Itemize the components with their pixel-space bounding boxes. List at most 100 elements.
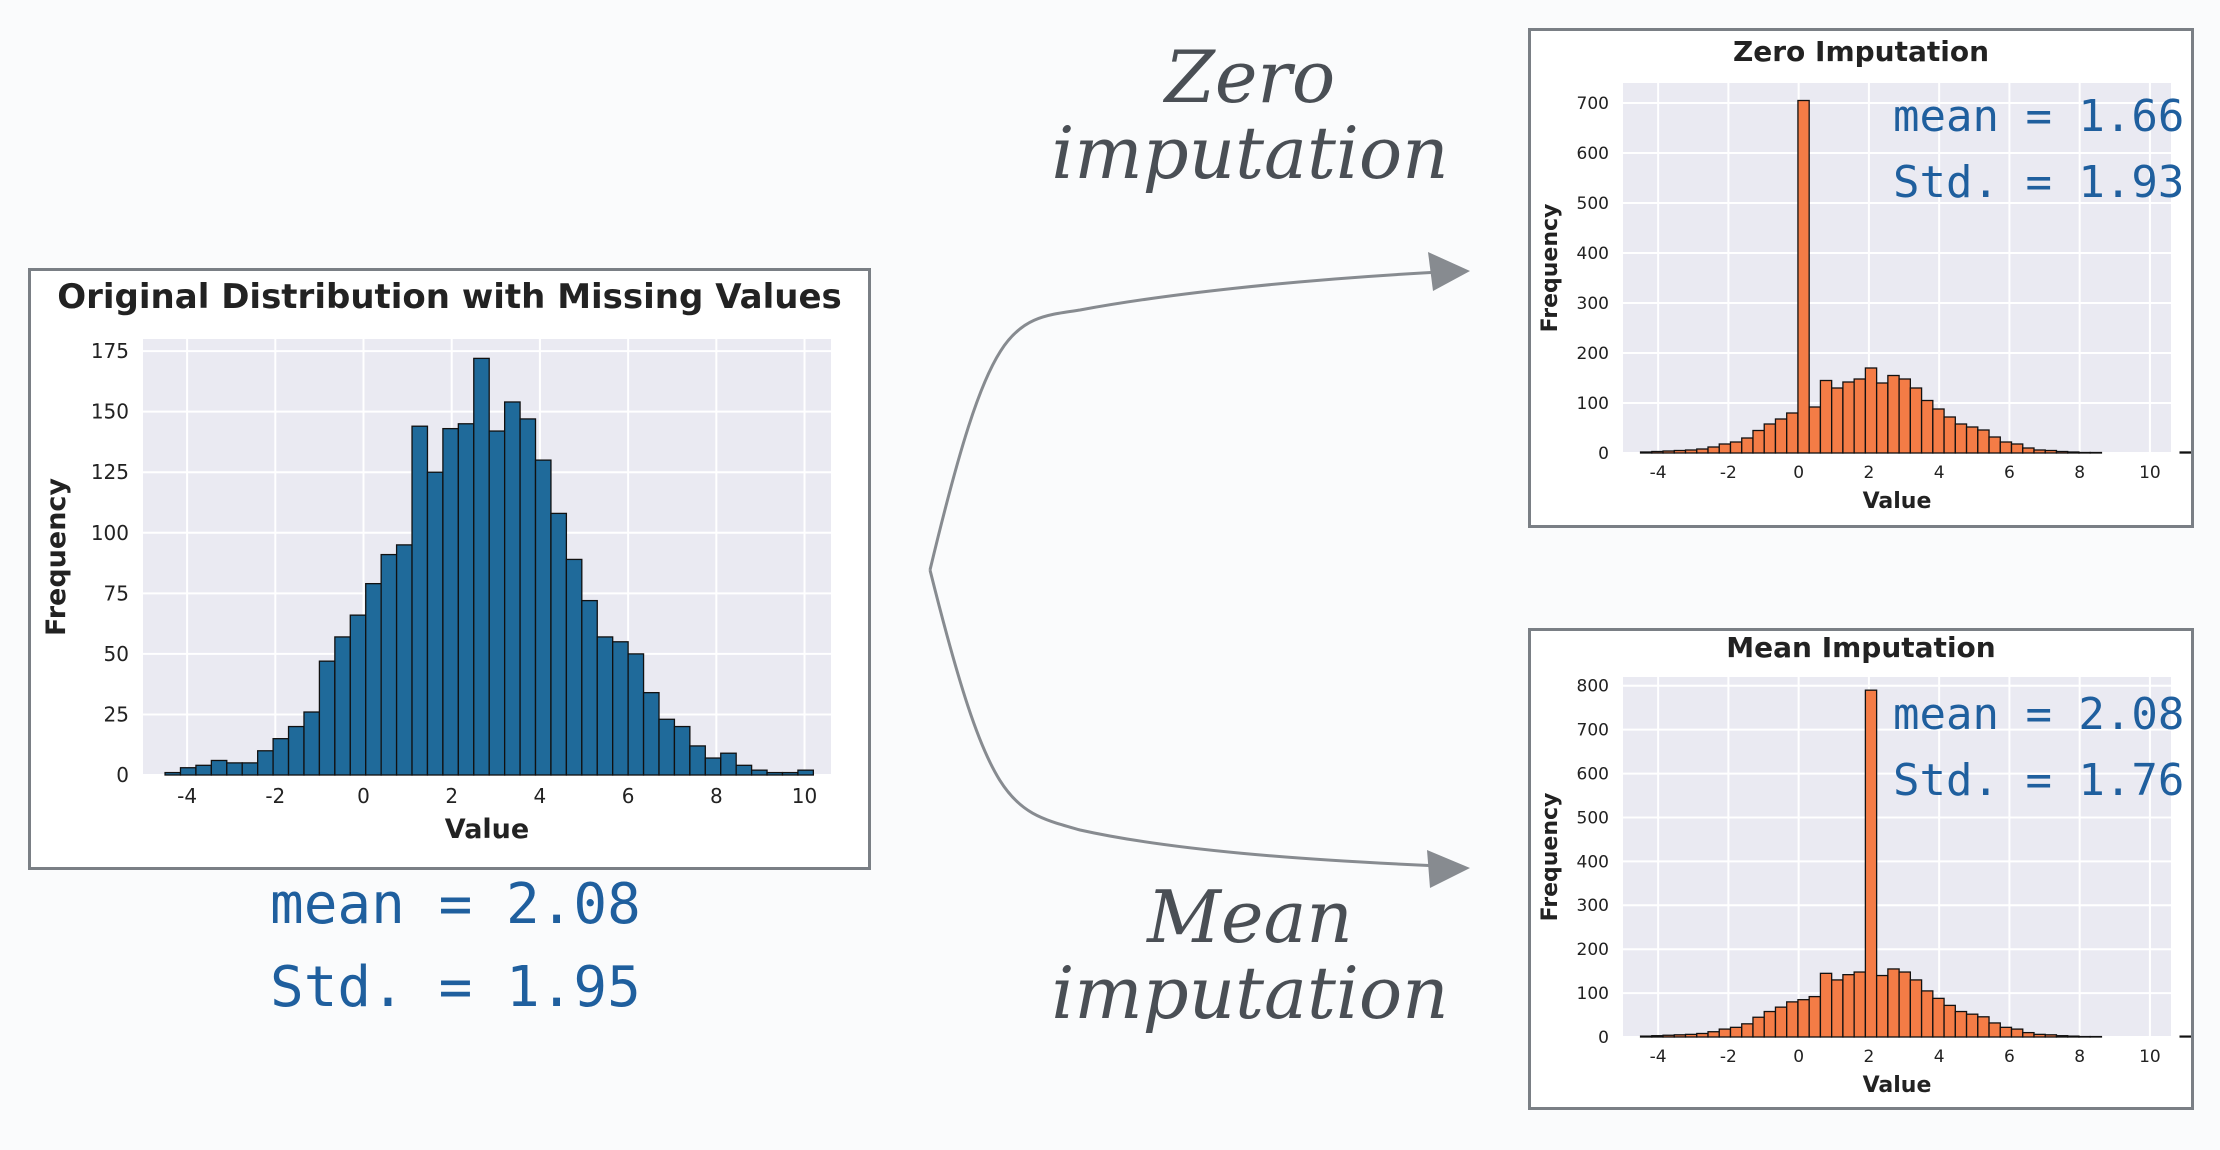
histogram-bar xyxy=(2044,449,2058,454)
histogram-bar xyxy=(303,711,321,776)
x-tick-label: 8 xyxy=(2074,1047,2085,1067)
histogram-bar xyxy=(2067,1035,2080,1038)
histogram-bar xyxy=(1853,378,1867,454)
histogram-bar xyxy=(1729,441,1743,454)
y-tick-label: 0 xyxy=(1598,444,1609,464)
histogram-bar xyxy=(2010,1028,2024,1038)
histogram-bar xyxy=(1999,1026,2013,1038)
histogram-bar xyxy=(2044,1034,2058,1038)
y-tick-label: 400 xyxy=(1577,244,1609,264)
x-tick-label: 8 xyxy=(710,784,723,808)
histogram-bar xyxy=(241,762,259,776)
histogram-bar xyxy=(596,636,614,776)
y-tick-label: 700 xyxy=(1577,721,1609,741)
histogram-bar xyxy=(1920,990,1934,1038)
x-tick-label: -4 xyxy=(1650,463,1667,483)
zero-label-line1: Zero xyxy=(1164,35,1336,119)
histogram-bar xyxy=(1752,429,1765,454)
histogram-bar xyxy=(1741,437,1754,454)
histogram-bar xyxy=(2010,443,2024,454)
histogram-bar xyxy=(1887,374,1900,454)
histogram-bar xyxy=(503,401,521,776)
histogram-bar xyxy=(1920,399,1934,454)
y-tick-label: 125 xyxy=(91,460,129,484)
histogram-bar xyxy=(1684,1033,1698,1038)
histogram-bar xyxy=(797,769,815,776)
histogram-bar xyxy=(1729,1026,1743,1038)
y-tick-label: 0 xyxy=(1598,1028,1609,1048)
histogram-bar xyxy=(2033,449,2046,454)
histogram-bar xyxy=(1673,1034,1687,1038)
mean-arrowhead xyxy=(1427,850,1470,888)
histogram-bar xyxy=(1954,423,1968,454)
histogram-bar xyxy=(2078,451,2091,454)
histogram-bar xyxy=(1774,1006,1788,1038)
histogram-bar xyxy=(1965,426,1979,454)
zero-label-line2: imputation xyxy=(1051,110,1449,195)
histogram-bar xyxy=(426,471,444,776)
histogram-bar xyxy=(1842,974,1855,1038)
mean-chart-panel: Mean Imputation -4 -2 0 2 4 6 8 10 0 100 200 300 400… xyxy=(1528,628,2194,1110)
histogram-bar xyxy=(1887,968,1900,1038)
histogram-bar xyxy=(1875,974,1889,1038)
x-tick-label: 8 xyxy=(2074,463,2085,483)
histogram-bar xyxy=(627,653,645,776)
histogram-bar xyxy=(1707,446,1720,454)
y-tick-label: 175 xyxy=(91,339,129,363)
histogram-bar xyxy=(1774,418,1788,454)
x-tick-label: 4 xyxy=(534,784,547,808)
mean-label-line2: imputation xyxy=(1051,950,1449,1035)
histogram-bar xyxy=(673,725,691,776)
histogram-bar xyxy=(766,771,784,776)
x-tick-label: 10 xyxy=(792,784,817,808)
histogram-bar xyxy=(1954,1010,1968,1038)
histogram-bar xyxy=(1662,450,1675,454)
histogram-bar xyxy=(1853,971,1867,1038)
histogram-bar xyxy=(1741,1023,1754,1038)
histogram-bar xyxy=(1797,999,1810,1038)
histogram-bar xyxy=(750,769,768,776)
mean-mean-stat: mean = 2.08 xyxy=(1893,689,2185,740)
mean-arrow-curve xyxy=(928,569,1441,868)
histogram-bar xyxy=(488,430,506,776)
original-chart: -4 -2 0 2 4 6 8 100255075100125150175ValueFrequ… xyxy=(41,339,831,845)
histogram-bar xyxy=(565,558,583,776)
histogram-bar xyxy=(1808,406,1822,454)
histogram-bar xyxy=(1909,979,1923,1038)
y-tick-label: 0 xyxy=(116,763,129,787)
original-chart-panel: Original Distribution with Missing Value… xyxy=(28,268,871,870)
histogram-bar xyxy=(1831,979,1844,1038)
x-tick-label: 4 xyxy=(1934,1047,1945,1067)
x-axis-label: Value xyxy=(445,814,529,845)
histogram-bar xyxy=(210,759,228,776)
histogram-bar xyxy=(2033,1033,2046,1038)
histogram-bar xyxy=(1707,1031,1720,1038)
zero-imputation-label: Zero imputation xyxy=(1030,35,1470,195)
histogram-bar xyxy=(2089,451,2103,454)
histogram-bar xyxy=(473,357,490,776)
histogram-bar xyxy=(1988,1022,2001,1038)
histogram-bar xyxy=(1819,379,1833,454)
histogram-bar xyxy=(1696,1032,1709,1038)
y-tick-label: 25 xyxy=(104,702,129,726)
histogram-bar xyxy=(349,614,367,776)
x-tick-label: 0 xyxy=(357,784,370,808)
histogram-bar xyxy=(519,418,537,776)
histogram-bar xyxy=(2055,1035,2069,1038)
x-tick-label: 2 xyxy=(1863,1047,1874,1067)
zero-mean-stat: mean = 1.66 xyxy=(1893,91,2185,142)
histogram-bar xyxy=(1808,995,1822,1038)
histogram-bar xyxy=(1965,1013,1979,1038)
y-tick-label: 500 xyxy=(1577,194,1609,214)
histogram-bar xyxy=(642,691,660,776)
histogram-bar xyxy=(1819,972,1833,1038)
histogram-bar xyxy=(1718,443,1732,454)
histogram-bar xyxy=(1684,449,1698,454)
y-tick-label: 400 xyxy=(1577,852,1609,872)
histogram-bar xyxy=(365,582,382,776)
histogram-bar xyxy=(1673,449,1687,454)
zero-chart-title: Zero Imputation xyxy=(1732,35,1990,68)
y-tick-label: 600 xyxy=(1577,765,1609,785)
zero-chart-panel: Zero Imputation -4 -2 0 2 4 6 8 10 0 100 200 300 400… xyxy=(1528,28,2194,528)
histogram-bar xyxy=(1988,436,2001,454)
